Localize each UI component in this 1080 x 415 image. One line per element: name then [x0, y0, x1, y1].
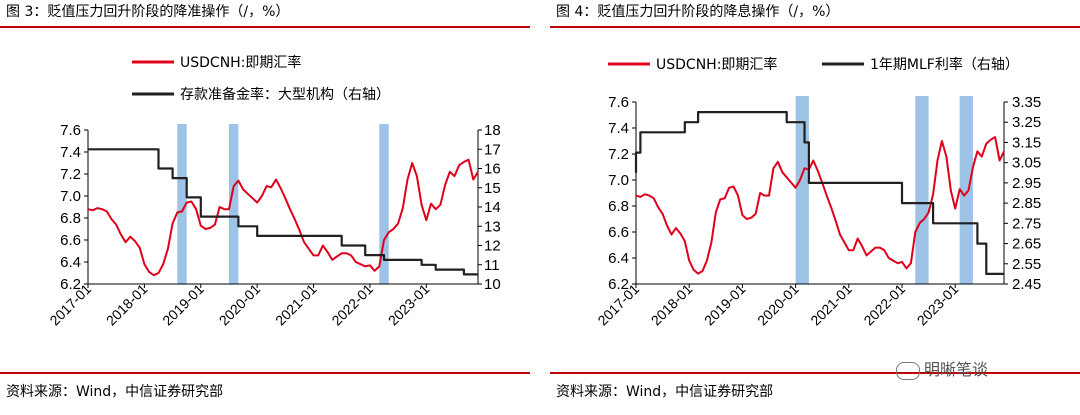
y-right-tick-label: 2.45 [1012, 276, 1041, 293]
shaded-period [177, 124, 187, 284]
title-rule [0, 26, 530, 28]
y-left-tick-label: 7.4 [60, 144, 81, 161]
y-right-tick-label: 11 [484, 257, 500, 274]
y-right-tick-label: 2.95 [1012, 175, 1041, 192]
source-rule [0, 372, 530, 374]
source-note: 资料来源：Wind，中信证券研究部 [6, 384, 224, 400]
x-tick-label: 2023-01 [914, 281, 962, 329]
y-right-tick-label: 12 [484, 238, 501, 255]
y-right-tick-label: 2.85 [1012, 195, 1041, 212]
policy-rate-line [634, 110, 1004, 275]
x-tick-label: 2020-01 [216, 281, 264, 329]
y-right-tick-label: 3.05 [1012, 155, 1041, 172]
shaded-period [228, 124, 239, 284]
y-right-tick-label: 2.75 [1012, 215, 1041, 232]
x-tick-label: 2018-01 [648, 281, 696, 329]
x-tick-label: 2018-01 [103, 281, 151, 329]
policy-rate-line [88, 148, 478, 276]
y-left-tick-label: 6.4 [60, 254, 81, 271]
shaded-period [959, 96, 973, 284]
x-tick-label: 2022-01 [328, 281, 376, 329]
y-right-tick-label: 15 [484, 180, 501, 197]
shaded-period [795, 96, 809, 284]
left-figure: 图 3：贬值压力回升阶段的降准操作（/，%） 6.2 6.4 6.6 6.8 7.0 7.… [0, 0, 530, 415]
right-figure: 图 4：贬值压力回升阶段的降息操作（/，%） 6.2 6.4 6.6 6.8 7.0 7.… [550, 0, 1080, 415]
y-left-tick-label: 6.2 [608, 276, 629, 293]
y-right-tick-label: 3.25 [1012, 114, 1041, 131]
wechat-icon [896, 361, 920, 380]
y-right-tick-label: 16 [484, 161, 501, 178]
legend-label: USDCNH:即期汇率 [180, 54, 301, 71]
source-rule [550, 372, 1080, 374]
x-tick-label: 2023-01 [385, 281, 433, 329]
watermark: 明晰笔谈 [896, 356, 988, 380]
y-left-tick-label: 7.2 [60, 166, 81, 183]
y-left-tick-label: 6.2 [60, 276, 81, 293]
watermark-text: 明晰笔谈 [924, 360, 989, 379]
y-left-tick-label: 6.8 [608, 198, 629, 215]
y-left-tick-label: 6.6 [60, 232, 81, 249]
y-left-tick-label: 6.6 [608, 224, 629, 241]
rrr-chart: 6.2 6.4 6.6 6.8 7.0 7.2 7.4 7.6 10 11 12 13 14 15 16 17… [46, 54, 501, 329]
y-right-tick-label: 13 [484, 218, 501, 235]
y-right-tick-label: 18 [484, 122, 501, 139]
y-right-tick-label: 3.15 [1012, 134, 1041, 151]
y-left-tick-label: 7.4 [608, 120, 629, 137]
x-tick-label: 2021-01 [807, 281, 855, 329]
x-tick-label: 2019-01 [701, 281, 749, 329]
source-note: 资料来源：Wind，中信证券研究部 [556, 384, 774, 400]
usdcnh-line [87, 158, 479, 277]
y-left-tick-label: 7.2 [608, 146, 629, 163]
y-right-tick-label: 14 [484, 199, 501, 216]
figure-title: 图 3：贬值压力回升阶段的降准操作（/，%） [6, 4, 290, 20]
y-right-tick-label: 17 [484, 141, 501, 158]
title-rule [550, 26, 1080, 28]
y-right-tick-label: 2.65 [1012, 236, 1041, 253]
x-tick-label: 2022-01 [860, 281, 908, 329]
mlf-chart: 6.2 6.4 6.6 6.8 7.0 7.2 7.4 7.6 2.45 2.55 2.65 2.75… [594, 56, 1041, 329]
legend-label: 存款准备金率：大型机构（右轴） [180, 86, 390, 103]
y-left-tick-label: 7.0 [60, 188, 81, 205]
y-right-tick-label: 3.35 [1012, 94, 1041, 111]
legend-label: 1年期MLF利率（右轴） [870, 56, 1019, 73]
y-left-tick-label: 7.0 [608, 172, 629, 189]
usdcnh-line [635, 136, 1005, 275]
x-tick-label: 2020-01 [754, 281, 802, 329]
y-left-tick-label: 6.8 [60, 210, 81, 227]
figure-title: 图 4：贬值压力回升阶段的降息操作（/，%） [556, 4, 840, 20]
y-left-tick-label: 6.4 [608, 250, 629, 267]
legend-label: USDCNH:即期汇率 [656, 56, 777, 73]
x-tick-label: 2021-01 [272, 281, 320, 329]
shaded-period [915, 96, 929, 284]
y-left-tick-label: 7.6 [608, 94, 629, 111]
y-right-tick-label: 10 [484, 276, 501, 293]
y-left-tick-label: 7.6 [60, 122, 81, 139]
x-tick-label: 2019-01 [159, 281, 207, 329]
shaded-period [379, 124, 389, 284]
y-right-tick-label: 2.55 [1012, 256, 1041, 273]
